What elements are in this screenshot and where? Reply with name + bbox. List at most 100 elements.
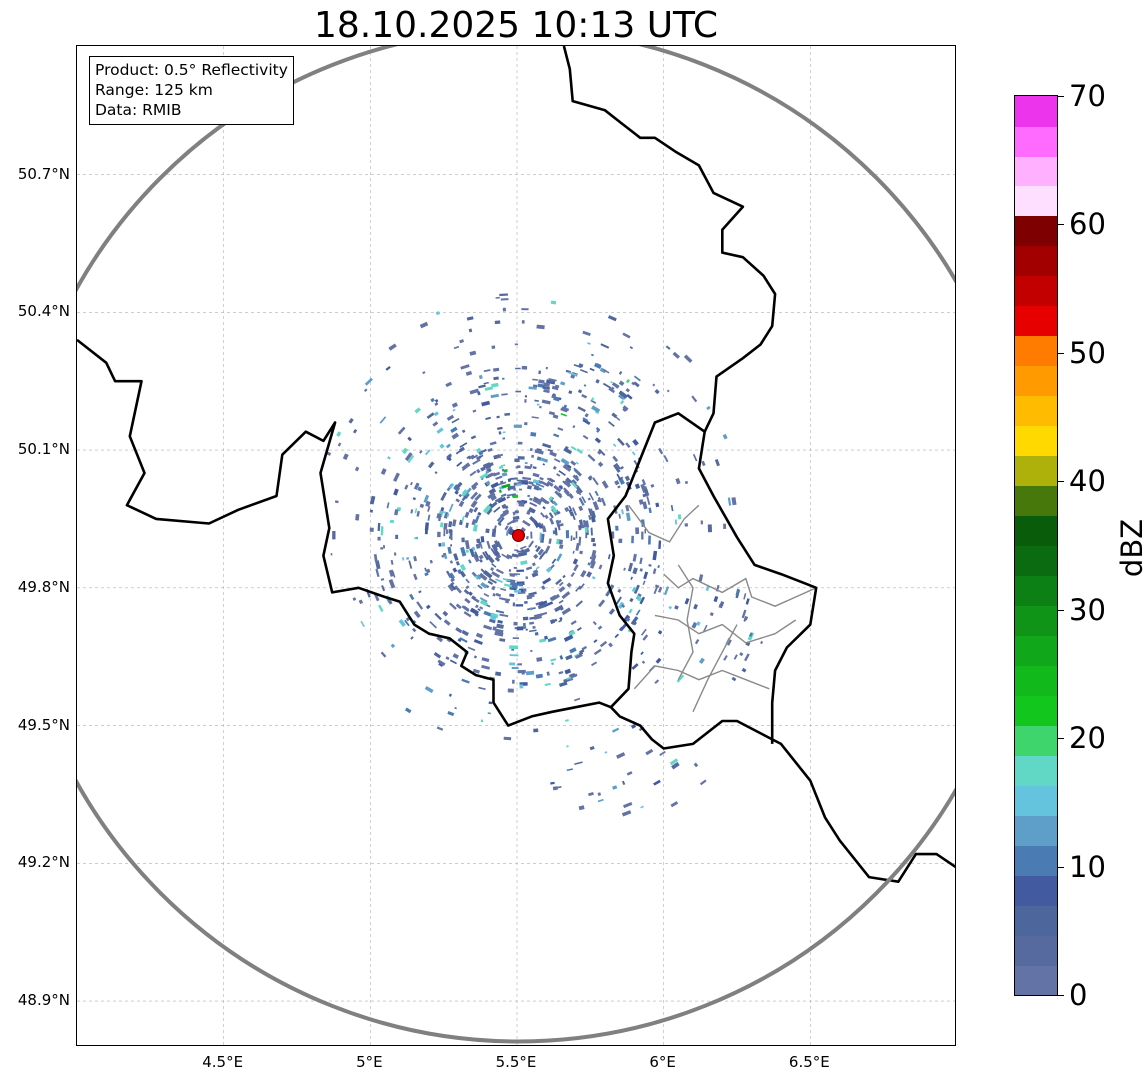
echo-pixel [441,542,446,547]
echo-pixel [387,456,391,460]
colorbar-tick [1058,866,1064,868]
echo-pixel [657,630,663,635]
echo-pixel [450,583,457,591]
echo-pixel [520,560,528,566]
echo-pixel [397,426,406,435]
echo-pixel [443,619,451,626]
echo-pixel [533,728,539,733]
echo-pixel [536,456,542,461]
echo-pixel [474,604,479,609]
echo-pixel [563,487,571,495]
colorbar-tick-label: 0 [1069,978,1088,1012]
echo-pixel [393,552,397,556]
echo-pixel [450,577,455,583]
echo-pixel [461,429,466,434]
echo-pixel [500,587,507,592]
echo-pixel [456,461,463,467]
echo-pixel [514,458,520,463]
echo-pixel [521,320,525,324]
colorbar-segment [1015,455,1057,487]
echo-pixel [529,501,538,507]
echo-pixel [578,649,585,654]
echo-pixel [511,666,519,670]
echo-pixel [502,431,506,434]
echo-pixel [442,610,449,617]
echo-pixel [563,404,568,409]
echo-pixel [434,399,439,403]
echo-pixel [498,489,503,494]
echo-pixel [653,586,659,595]
radar-map-panel: Product: 0.5° Reflectivity Range: 125 km… [76,45,956,1046]
product-info-box: Product: 0.5° Reflectivity Range: 125 km… [89,56,294,125]
echo-pixel [563,489,571,497]
echo-pixel [407,436,412,442]
echo-pixel [486,462,494,468]
echo-pixel [529,516,537,524]
echo-pixel [369,527,374,532]
echo-pixel [546,477,554,483]
colorbar-segment [1015,365,1057,397]
echo-pixel [526,593,535,599]
echo-pixel [561,607,572,616]
echo-pixel [683,354,693,363]
echo-pixel [542,463,546,466]
echo-pixel [532,466,537,470]
echo-pixel [496,415,500,419]
echo-pixel [676,674,685,683]
echo-pixel [633,375,641,382]
echo-pixel [618,370,623,375]
echo-pixel [714,458,720,467]
admin-boundaries [627,504,817,713]
echo-pixel [364,377,373,386]
echo-pixel [572,550,575,554]
echo-pixel [443,511,449,519]
echo-pixel [394,509,399,516]
echo-pixel [497,426,503,430]
echo-pixel [423,494,430,503]
echo-pixel [483,369,491,373]
echo-pixel [560,607,564,611]
echo-pixel [559,523,564,527]
echo-pixel [510,582,518,586]
echo-pixel [473,639,483,645]
echo-pixel [434,471,438,475]
echo-pixel [539,496,549,505]
echo-pixel [598,448,606,456]
lon-tick-label: 4.5°E [202,1053,244,1071]
echo-pixel [436,513,442,519]
echo-pixel [590,353,594,357]
echo-pixel [437,531,441,538]
echo-pixel [530,649,533,653]
echo-pixel [512,602,516,607]
echo-pixel [493,376,499,381]
echo-pixel [578,505,584,512]
echo-pixel [412,497,417,501]
echo-pixel [524,395,528,398]
colorbar-segment [1015,545,1057,577]
country-border-line [606,411,818,744]
echo-pixel [455,627,463,634]
echo-pixel [348,417,354,424]
echo-pixel [618,380,625,387]
colorbar-tick [1058,995,1064,996]
echo-pixel [616,752,626,759]
echo-pixel [475,632,483,639]
echo-pixel [665,345,671,350]
echo-pixel [435,311,441,316]
echo-pixel [490,612,499,619]
echo-pixel [548,378,557,382]
echo-pixel [707,524,713,533]
echo-pixel [552,500,558,507]
echo-pixel [473,655,477,659]
echo-pixel [652,568,657,575]
echo-pixel [565,719,569,722]
echo-pixel [545,566,553,573]
echo-pixel [450,426,458,434]
echo-pixel [469,470,477,477]
colorbar-segment [1015,515,1057,547]
echo-pixel [377,522,381,532]
echo-pixel [590,399,597,404]
echo-pixel [632,567,638,575]
echo-pixel [536,403,540,406]
echo-pixel [342,453,349,461]
